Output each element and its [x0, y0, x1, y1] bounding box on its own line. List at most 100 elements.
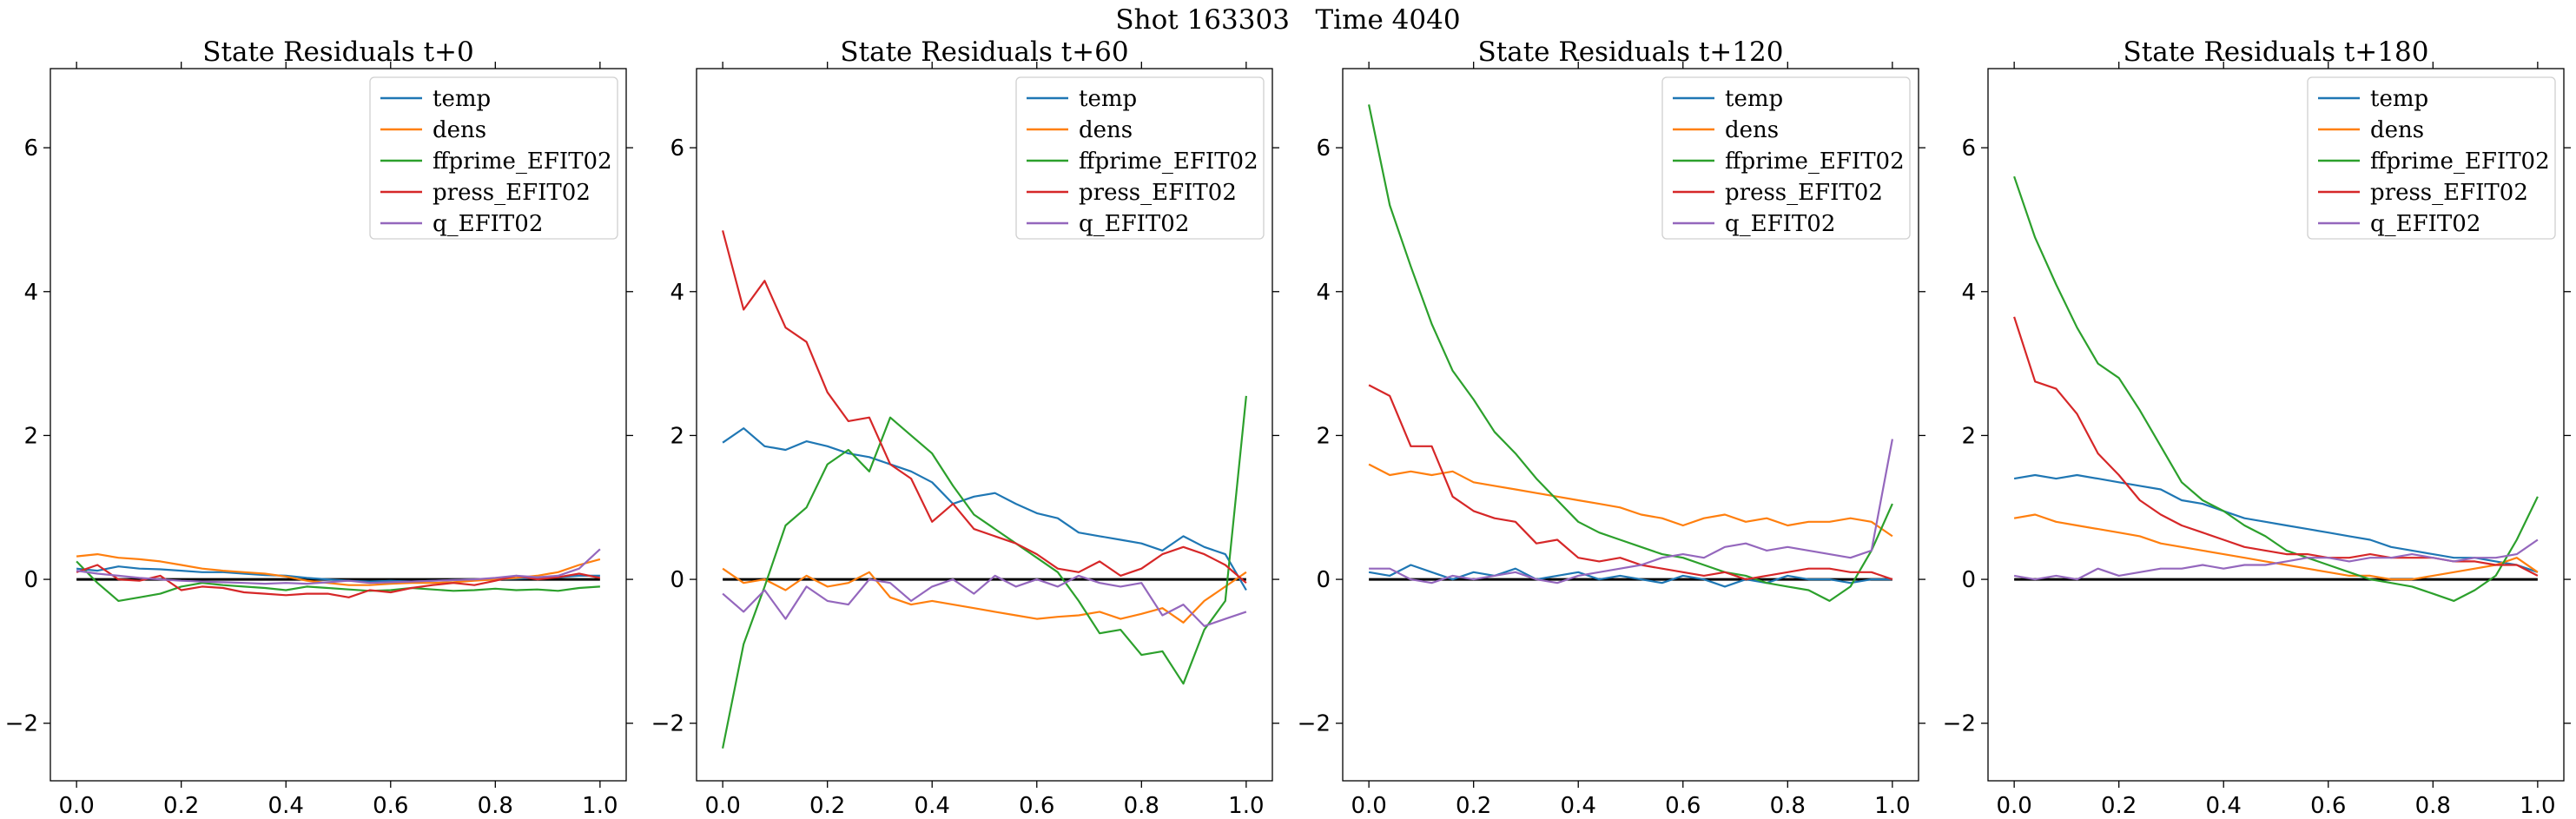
panel-title: State Residuals t+60	[840, 36, 1128, 68]
series-line-dens	[76, 552, 601, 586]
y-tick-label: 2	[1961, 423, 1976, 449]
y-tick-label: 2	[23, 423, 38, 449]
y-tick-label: 4	[670, 280, 684, 306]
y-tick-label: −2	[5, 711, 38, 737]
x-tick-label: 0.0	[1996, 793, 2031, 819]
legend: temp dens ffprime_EFIT02 press_EFIT02 q_EFIT…	[1661, 76, 1911, 240]
legend-box	[1015, 76, 1265, 240]
series-line-ffprime_EFIT02	[2013, 175, 2539, 603]
legend: temp dens ffprime_EFIT02 press_EFIT02 q_EFIT…	[369, 76, 618, 240]
panel-title: State Residuals t+0	[202, 36, 473, 68]
y-tick-label: 2	[670, 423, 684, 449]
legend-label-dens: dens	[2370, 117, 2424, 143]
legend-label-press_EFIT02: press_EFIT02	[2370, 180, 2528, 206]
x-tick-label: 0.0	[1351, 793, 1386, 819]
y-tick-label: 4	[23, 280, 38, 306]
y-tick-label: 4	[1316, 280, 1331, 306]
legend-label-press_EFIT02: press_EFIT02	[433, 180, 591, 206]
legend-label-ffprime_EFIT02: ffprime_EFIT02	[1725, 149, 1905, 175]
legend-label-q_EFIT02: q_EFIT02	[2370, 211, 2480, 237]
panel-title: State Residuals t+180	[2124, 36, 2429, 68]
series-line-press_EFIT02	[1368, 384, 1893, 581]
legend-label-dens: dens	[1725, 117, 1779, 143]
series-line-temp	[1368, 564, 1892, 588]
axes-frame	[1987, 68, 2565, 782]
series-line-temp	[722, 427, 1247, 591]
legend-label-press_EFIT02: press_EFIT02	[1079, 180, 1237, 206]
panels: State Residuals t+0 0.0 0.2 0.4 0.6 0.8 1.0 −2 0…	[5, 36, 2571, 819]
panel-2: State Residuals t+120 0.0 0.2 0.4 0.6 0.8 1.0 −…	[1298, 36, 1925, 819]
panel-1: State Residuals t+60 0.0 0.2 0.4 0.6 0.8 1.0 −2…	[651, 36, 1279, 819]
series-line-q_EFIT02	[1369, 439, 1893, 585]
legend-box	[369, 76, 618, 240]
legend-label-temp: temp	[1725, 86, 1783, 112]
x-tick-label: 0.4	[268, 793, 304, 819]
legend-label-q_EFIT02: q_EFIT02	[433, 211, 543, 237]
axes-frame	[1342, 68, 1919, 782]
legend-box	[2307, 76, 2556, 240]
series-line-ffprime_EFIT02	[76, 560, 600, 603]
y-tick-label: −2	[1943, 711, 1976, 737]
x-tick-label: 0.6	[2310, 793, 2346, 819]
legend-label-temp: temp	[433, 86, 491, 112]
x-tick-label: 0.0	[58, 793, 94, 819]
y-tick-label: 0	[1316, 567, 1331, 593]
x-tick-label: 0.2	[2101, 793, 2137, 819]
legend-box	[1661, 76, 1911, 240]
x-tick-label: 0.0	[704, 793, 740, 819]
series-line-dens	[1368, 463, 1893, 538]
series-line-ffprime_EFIT02	[722, 395, 1247, 749]
y-tick-label: 6	[1961, 135, 1976, 162]
x-tick-label: 0.6	[373, 793, 408, 819]
legend-label-temp: temp	[2370, 86, 2428, 112]
x-tick-label: 0.4	[1561, 793, 1596, 819]
legend-label-dens: dens	[1079, 117, 1133, 143]
y-tick-label: 0	[23, 567, 38, 593]
y-tick-label: 0	[670, 567, 684, 593]
legend: temp dens ffprime_EFIT02 press_EFIT02 q_EFIT…	[1015, 76, 1265, 240]
y-tick-label: 0	[1961, 567, 1976, 593]
x-tick-label: 0.2	[809, 793, 845, 819]
series-line-q_EFIT02	[2013, 538, 2539, 581]
x-tick-label: 0.6	[1019, 793, 1054, 819]
panel-0: State Residuals t+0 0.0 0.2 0.4 0.6 0.8 1.0 −2 0…	[5, 36, 633, 819]
x-tick-label: 1.0	[582, 793, 618, 819]
y-tick-label: 6	[670, 135, 684, 162]
x-tick-label: 0.8	[1124, 793, 1159, 819]
x-tick-label: 1.0	[1228, 793, 1264, 819]
x-tick-label: 0.2	[163, 793, 199, 819]
axes-frame	[50, 68, 627, 782]
legend-label-press_EFIT02: press_EFIT02	[1725, 180, 1883, 206]
legend-label-ffprime_EFIT02: ffprime_EFIT02	[1079, 149, 1258, 175]
series-line-q_EFIT02	[76, 548, 601, 585]
legend-label-ffprime_EFIT02: ffprime_EFIT02	[2370, 149, 2550, 175]
series-line-ffprime_EFIT02	[1368, 104, 1893, 603]
legend-label-dens: dens	[433, 117, 486, 143]
x-tick-label: 0.4	[915, 793, 950, 819]
y-tick-label: 6	[23, 135, 38, 162]
panel-3: State Residuals t+180 0.0 0.2 0.4 0.6 0.8 1.0 −…	[1943, 36, 2571, 819]
legend-label-temp: temp	[1079, 86, 1137, 112]
series-line-temp	[2013, 473, 2539, 573]
series-line-press_EFIT02	[722, 230, 1247, 585]
figure-title: Shot 163303 Time 4040	[1115, 4, 1460, 36]
y-tick-label: 2	[1316, 423, 1331, 449]
legend-label-q_EFIT02: q_EFIT02	[1079, 211, 1189, 237]
series-line-q_EFIT02	[722, 574, 1247, 628]
panel-title: State Residuals t+120	[1478, 36, 1784, 68]
x-tick-label: 0.8	[478, 793, 513, 819]
legend-label-q_EFIT02: q_EFIT02	[1725, 211, 1835, 237]
x-tick-label: 0.6	[1665, 793, 1701, 819]
legend-label-ffprime_EFIT02: ffprime_EFIT02	[433, 149, 612, 175]
x-tick-label: 1.0	[2520, 793, 2555, 819]
y-tick-label: 4	[1961, 280, 1976, 306]
legend: temp dens ffprime_EFIT02 press_EFIT02 q_EFIT…	[2307, 76, 2556, 240]
x-tick-label: 0.8	[1770, 793, 1806, 819]
axes-frame	[696, 68, 1273, 782]
x-tick-label: 1.0	[1874, 793, 1910, 819]
x-tick-label: 0.8	[2415, 793, 2451, 819]
x-tick-label: 0.4	[2206, 793, 2242, 819]
y-tick-label: −2	[651, 711, 684, 737]
x-tick-label: 0.2	[1456, 793, 1491, 819]
